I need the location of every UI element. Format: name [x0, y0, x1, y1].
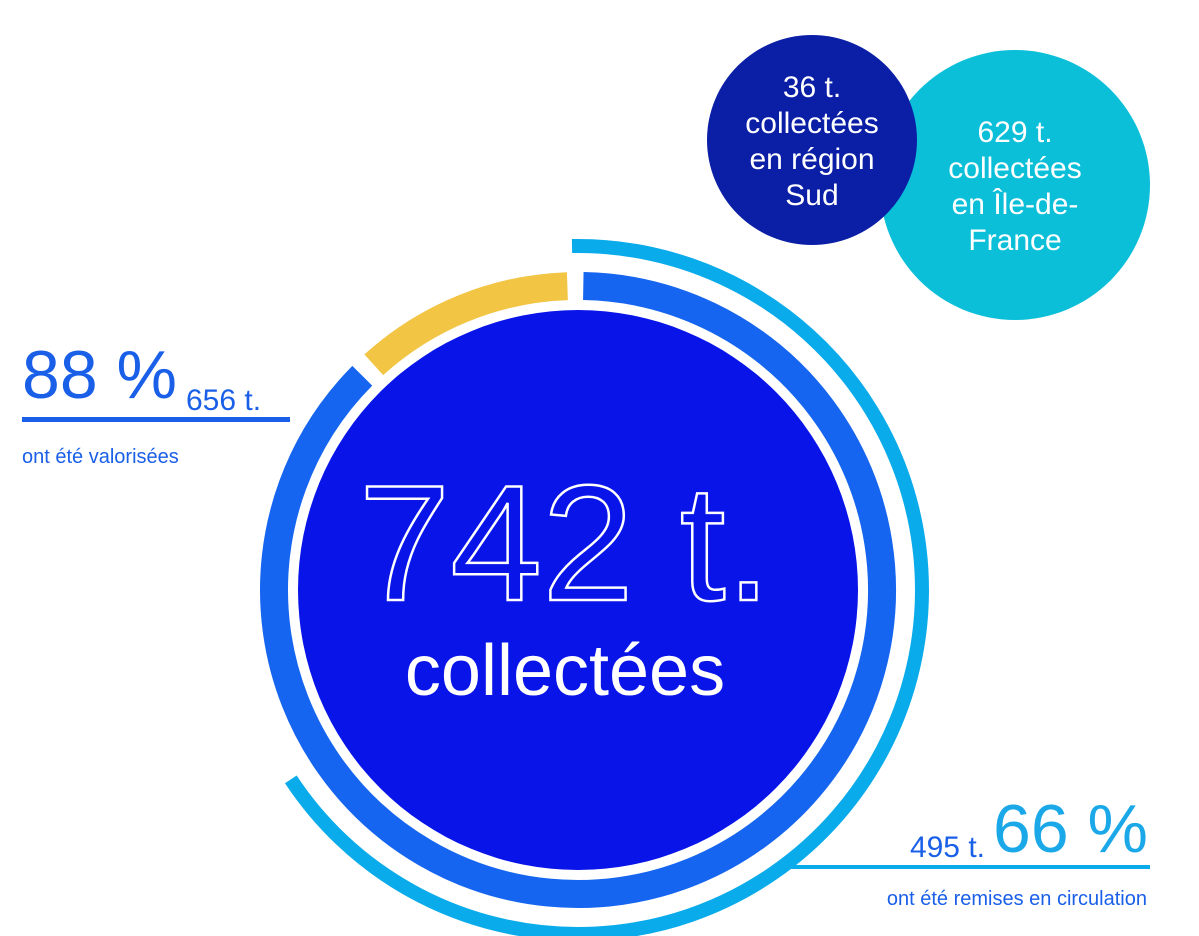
bubble-line: collectées — [745, 107, 878, 140]
total-caption: collectées — [405, 631, 725, 711]
circulation-tonnes: 495 t. — [910, 831, 985, 864]
bubble-line: Sud — [785, 179, 838, 212]
bubble-line: en région — [749, 143, 874, 176]
bubble-line: collectées — [948, 152, 1081, 185]
region-bubble — [880, 50, 1150, 320]
underline — [22, 417, 290, 422]
valorisees-percent: 88 % — [22, 337, 177, 413]
remainder-arc — [364, 272, 568, 376]
underline — [785, 865, 1150, 869]
bubble-line: 629 t. — [977, 116, 1052, 149]
circulation-arc — [284, 239, 929, 936]
bubble-line: 36 t. — [783, 71, 841, 104]
bubble-line: en Île-de- — [952, 188, 1079, 221]
valorisees-caption: ont été valorisées — [22, 446, 179, 468]
circulation-percent: 66 % — [993, 791, 1148, 867]
total-value: 742 t. — [359, 451, 772, 635]
circulation-caption: ont été remises en circulation — [887, 888, 1147, 910]
bubble-line: France — [968, 224, 1061, 257]
valorisees-tonnes: 656 t. — [186, 384, 261, 417]
valorisees-arc — [260, 272, 896, 908]
rings — [260, 239, 929, 936]
center-disc — [298, 310, 858, 870]
region-bubble — [707, 35, 917, 245]
